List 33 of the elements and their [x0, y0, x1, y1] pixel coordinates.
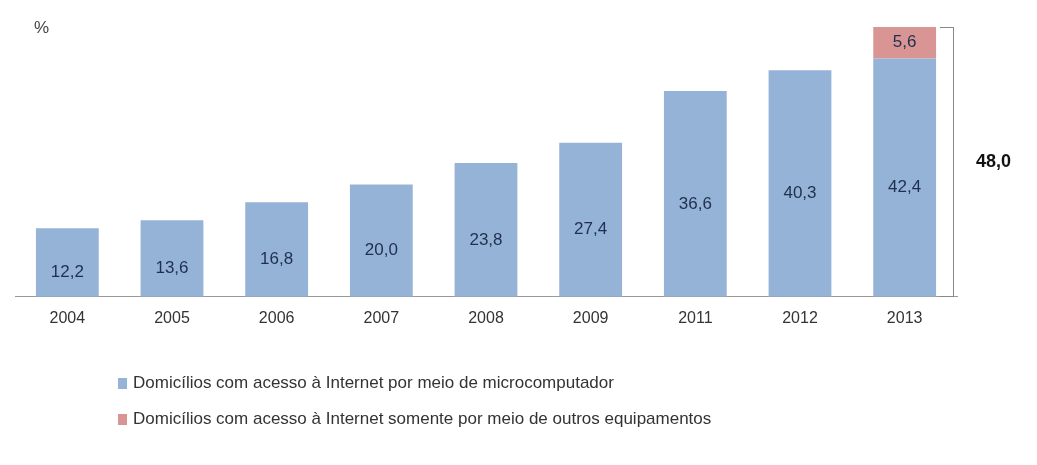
x-tick-label: 2007 [363, 308, 400, 326]
bar [663, 91, 727, 297]
x-tick-label: 2012 [782, 308, 818, 326]
data-label: 12,2 [50, 262, 84, 282]
data-label: 13,6 [155, 258, 189, 278]
x-tick-label: 2008 [468, 308, 504, 326]
x-tick-label: 2006 [258, 308, 295, 326]
bar [768, 70, 832, 297]
data-label: 23,8 [469, 229, 503, 249]
x-tick-label: 2011 [678, 308, 713, 326]
bar [245, 202, 309, 297]
data-label: 40,3 [783, 183, 817, 203]
data-label: 5,6 [892, 32, 917, 52]
data-label: 36,6 [678, 193, 712, 213]
bar [873, 27, 937, 59]
data-label: 20,0 [364, 240, 398, 260]
bar [454, 163, 518, 297]
x-tick-label: 2013 [886, 308, 923, 326]
x-tick-label: 2004 [49, 308, 86, 326]
legend-label: Domicílios com acesso à Internet somente por meio de outros equipamentos [133, 409, 712, 429]
y-axis-title: % [34, 18, 50, 38]
x-tick-label: 2009 [572, 308, 609, 326]
x-tick-label: 2005 [154, 308, 190, 326]
data-label: 16,8 [260, 249, 294, 269]
bar [349, 184, 413, 297]
bar [140, 220, 204, 297]
data-label: 27,4 [574, 219, 608, 239]
data-label: 42,4 [888, 177, 922, 197]
total-label: 48,0 [976, 150, 1012, 171]
bar [559, 142, 623, 297]
bar [873, 58, 937, 297]
bar [35, 228, 99, 297]
legend-label: Domicílios com acesso à Internet por meio de microcomputador [133, 373, 614, 393]
